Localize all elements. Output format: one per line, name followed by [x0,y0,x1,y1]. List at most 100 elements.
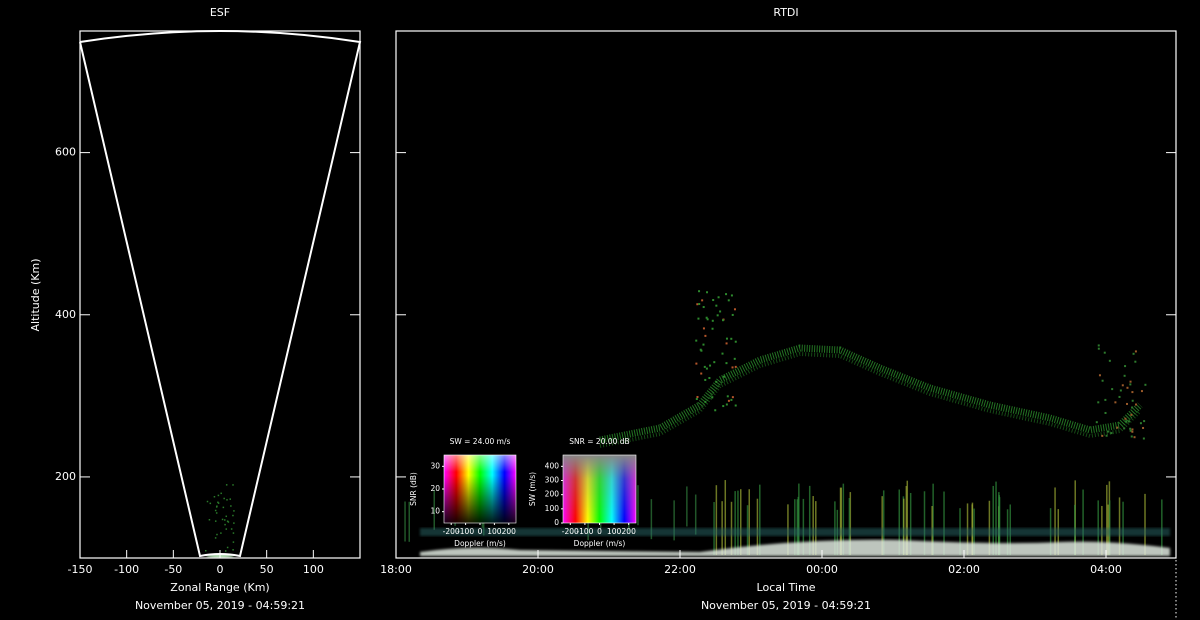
timestamp: November 05, 2019 - 04:59:21 [135,599,305,612]
key-y-tick-label: 30 [430,461,440,470]
key-y-tick-label: 0 [554,518,559,527]
echo-speck [233,510,235,512]
key-x-tick-label: -100 [576,527,593,536]
echo-speck [1124,365,1127,368]
echo-speck [727,299,730,302]
echo-speck [709,364,712,367]
echo-speck [1104,398,1107,401]
echo-streak [650,499,653,540]
echo-streak [794,499,796,555]
echo-speck [232,514,234,517]
key-y-tick-label: 400 [545,461,560,470]
x-tick-label: 50 [260,563,274,576]
echo-speck [215,512,218,514]
echo-speck [704,378,707,381]
echo-speck [1140,390,1143,393]
echo-layer [599,351,1142,448]
echo-speck [1105,434,1108,437]
echo-speck [1133,436,1136,439]
echo-speck [229,498,232,500]
echo-speck [1127,420,1130,423]
echo-speck [695,398,698,401]
echo-speck [712,299,715,302]
echo-speck [730,294,733,297]
beam-sector [79,30,362,558]
echo-speck [232,532,235,534]
key-title: SNR = 20.00 dB [569,437,629,446]
y-tick-label: 200 [55,470,76,483]
echo-speck [706,318,709,321]
echo-speck [731,366,734,369]
x-tick-label: 20:00 [522,563,554,576]
echo-speck [225,515,228,518]
echo-streak [923,491,926,555]
echo-speck [1126,402,1129,405]
echo-speck [711,396,714,399]
echo-speck [214,537,217,539]
echo-streak [433,489,435,530]
x-tick-label: 100 [303,563,324,576]
echo-speck [702,327,705,330]
echo-speck [698,302,701,305]
y-tick-label: 400 [55,308,76,321]
echo-streak [808,485,811,555]
echo-speck [1129,429,1132,432]
echo-speck [1111,388,1114,391]
plot-frame [395,30,1177,559]
echo-speck [1131,399,1134,402]
echo-speck [1129,380,1132,383]
echo-speck [1131,406,1134,409]
echo-speck [702,306,705,309]
echo-speck [700,349,703,352]
echo-speck [713,361,716,364]
echo-speck [730,398,733,401]
key-y-tick-label: 300 [545,476,560,485]
echo-speck [208,518,211,521]
echo-speck [221,518,224,521]
echo-streak [998,495,1001,555]
echo-speck [1116,426,1119,429]
echo-speck [1130,435,1133,438]
echo-streak [849,492,852,555]
key-x-tick-label: 0 [597,527,602,536]
echo-speck [205,549,207,552]
echo-streak [1161,499,1163,555]
echo-speck [695,339,698,342]
echo-streak [1106,484,1108,555]
panel-title: ESF [210,6,230,19]
y-tick-label: 600 [55,146,76,159]
echo-speck [716,314,719,317]
echo-speck [704,400,707,403]
echo-speck [213,496,216,498]
echo-speck [1110,432,1113,435]
x-tick-label: 00:00 [806,563,838,576]
echo-speck [209,502,212,505]
echo-speck [730,337,733,340]
x-tick-label: -50 [164,563,182,576]
echo-speck [1121,384,1124,387]
color-key-shade [444,455,516,523]
echo-streak [943,491,945,555]
echo-speck [232,484,234,486]
echo-streak [759,484,761,555]
key-x-label: Doppler (m/s) [454,539,506,548]
echo-speck [1097,401,1100,404]
echo-speck [217,501,219,504]
echo-streak [798,483,800,555]
echo-speck [725,403,728,406]
key-x-tick-label: -200 [443,527,460,536]
echo-speck [696,395,699,398]
echo-streak [715,485,718,555]
echo-speck [717,296,720,299]
echo-speck [224,519,226,521]
echo-speck [725,342,728,345]
echo-speck [696,303,699,306]
echo-speck [225,484,228,486]
echo-speck [1130,413,1133,416]
echo-streak [1097,500,1099,555]
key-x-tick-label: 100 [607,527,622,536]
echo-speck [1143,420,1146,423]
echo-speck [1123,427,1126,430]
echo-speck [1118,395,1121,398]
